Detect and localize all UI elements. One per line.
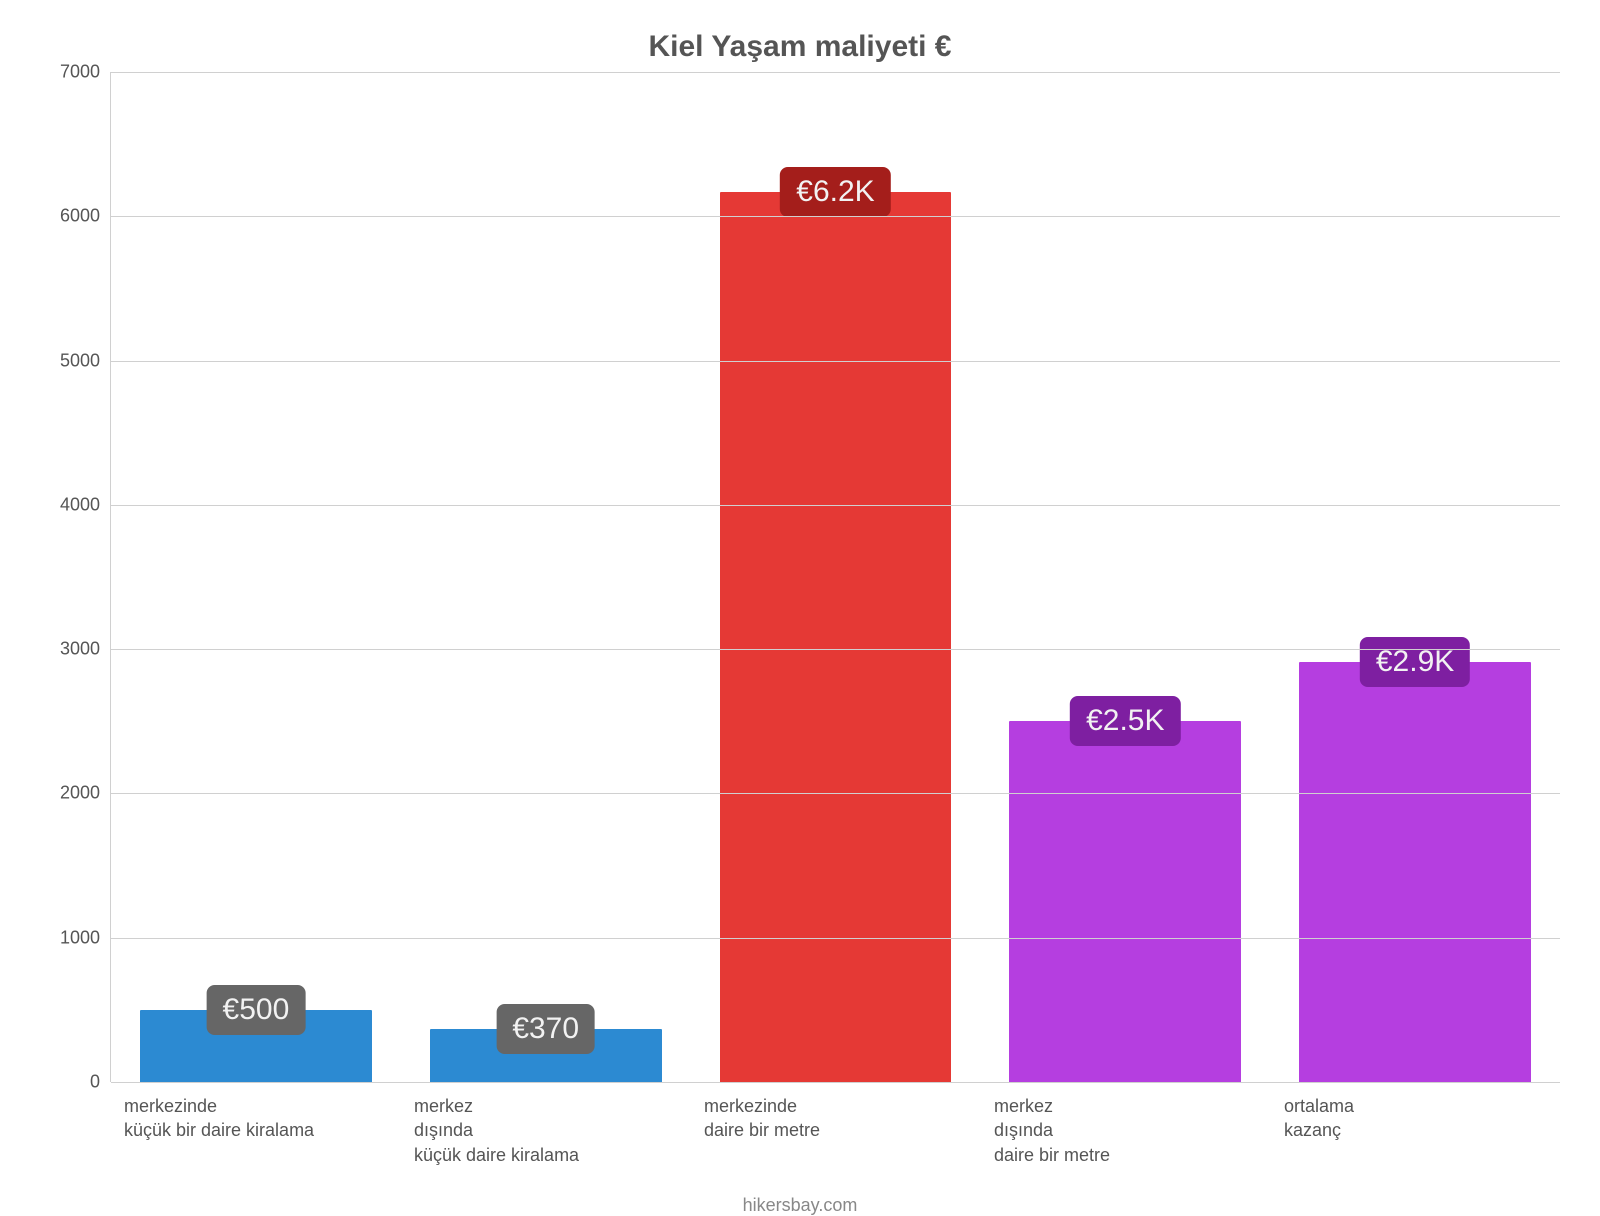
grid-line <box>111 793 1560 794</box>
value-badge: €370 <box>496 1004 595 1054</box>
value-badge: €2.9K <box>1360 637 1470 687</box>
x-tick-line: küçük daire kiralama <box>414 1143 676 1167</box>
bar-slot: €2.5K <box>980 72 1270 1082</box>
grid-line <box>111 649 1560 650</box>
bar: €2.5K <box>1009 721 1241 1082</box>
grid-line <box>111 72 1560 73</box>
x-tick-label: merkezdışındadaire bir metre <box>980 1082 1270 1167</box>
chart-container: Kiel Yaşam maliyeti € 0 1000 2000 3000 4000 5… <box>0 0 1600 1200</box>
x-tick-label: merkezdışındaküçük daire kiralama <box>400 1082 690 1167</box>
x-tick-line: merkezinde <box>704 1094 966 1118</box>
y-tick-label: 3000 <box>60 639 100 660</box>
x-tick-line: merkezinde <box>124 1094 386 1118</box>
y-axis: 01000200030004000500060007000 <box>40 72 110 1082</box>
bar: €2.9K <box>1299 662 1531 1082</box>
x-tick-line: merkez <box>994 1094 1256 1118</box>
grid-line <box>111 938 1560 939</box>
y-tick-label: 7000 <box>60 62 100 83</box>
bar-slot: €370 <box>401 72 691 1082</box>
x-tick-line: daire bir metre <box>704 1118 966 1142</box>
grid-line <box>111 361 1560 362</box>
bar: €6.2K <box>720 192 952 1082</box>
y-tick-label: 5000 <box>60 350 100 371</box>
chart-title: Kiel Yaşam maliyeti € <box>40 30 1560 64</box>
x-axis: merkezindeküçük bir daire kiralamamerkez… <box>110 1082 1560 1167</box>
bar: €500 <box>140 1010 372 1082</box>
x-tick-label: ortalamakazanç <box>1270 1082 1560 1167</box>
x-tick-label: merkezindedaire bir metre <box>690 1082 980 1167</box>
plot: €500€370€6.2K€2.5K€2.9K <box>110 72 1560 1082</box>
value-badge: €500 <box>207 985 306 1035</box>
y-tick-label: 0 <box>90 1072 100 1093</box>
plot-area: 01000200030004000500060007000 €500€370€6… <box>40 72 1560 1082</box>
y-tick-label: 4000 <box>60 494 100 515</box>
x-tick-label: merkezindeküçük bir daire kiralama <box>110 1082 400 1167</box>
bar-slot: €2.9K <box>1270 72 1560 1082</box>
value-badge: €6.2K <box>780 167 890 217</box>
grid-line <box>111 505 1560 506</box>
x-tick-line: kazanç <box>1284 1118 1546 1142</box>
x-tick-line: küçük bir daire kiralama <box>124 1118 386 1142</box>
value-badge: €2.5K <box>1070 696 1180 746</box>
y-tick-label: 1000 <box>60 927 100 948</box>
bars-group: €500€370€6.2K€2.5K€2.9K <box>111 72 1560 1082</box>
grid-line <box>111 1082 1560 1083</box>
x-tick-line: ortalama <box>1284 1094 1546 1118</box>
x-tick-line: dışında <box>994 1118 1256 1142</box>
y-tick-label: 2000 <box>60 783 100 804</box>
x-tick-line: dışında <box>414 1118 676 1142</box>
y-tick-label: 6000 <box>60 206 100 227</box>
grid-line <box>111 216 1560 217</box>
attribution: hikersbay.com <box>40 1195 1560 1216</box>
x-tick-line: merkez <box>414 1094 676 1118</box>
bar-slot: €6.2K <box>691 72 981 1082</box>
x-tick-line: daire bir metre <box>994 1143 1256 1167</box>
bar: €370 <box>430 1029 662 1082</box>
bar-slot: €500 <box>111 72 401 1082</box>
